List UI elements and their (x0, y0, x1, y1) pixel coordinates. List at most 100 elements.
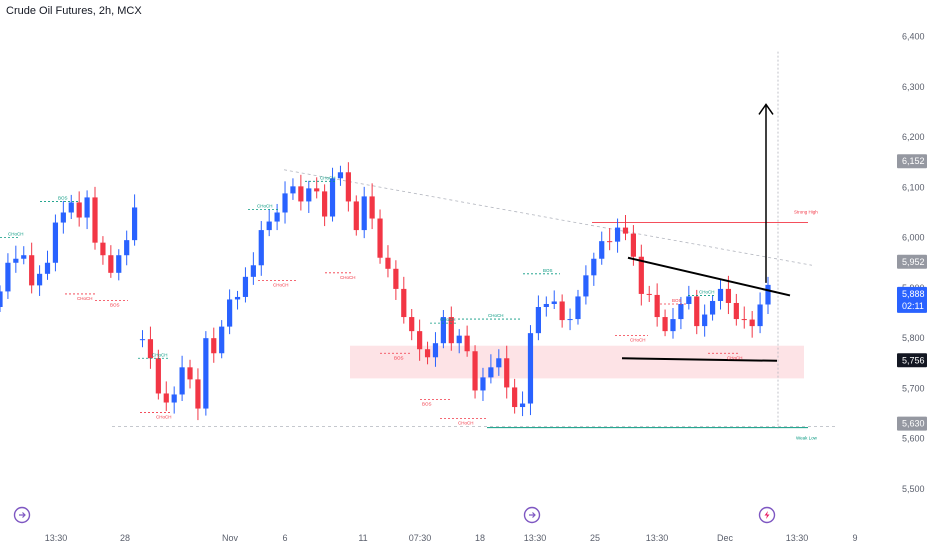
candle-body (0, 291, 3, 308)
weak-low-label: Weak Low (796, 436, 818, 441)
candle (322, 184, 328, 227)
candle (757, 292, 763, 334)
x-tick-label: 07:30 (409, 533, 432, 543)
candle-body (480, 377, 486, 391)
y-tick-label: 5,600 (902, 434, 925, 444)
candle-body (163, 393, 169, 403)
candle-body (234, 296, 241, 300)
demand-zone (350, 345, 804, 379)
bos-label: BOS (58, 195, 68, 200)
price-tag-box (897, 286, 927, 313)
x-tick-label: 13:30 (45, 533, 68, 543)
candle (488, 354, 494, 384)
structure-mark: BOS (420, 399, 452, 406)
candle-body (60, 212, 66, 223)
y-tick-label: 6,400 (902, 32, 925, 42)
x-tick-label: Nov (222, 533, 239, 543)
candle (607, 228, 613, 251)
structure-mark: CHoCH (440, 418, 486, 426)
candle-body (424, 349, 431, 358)
y-tick-label: 6,300 (902, 82, 925, 92)
candle-body (298, 186, 304, 202)
x-tick-label: 25 (590, 533, 600, 543)
price-tag: 6,152 (897, 154, 927, 169)
bos-label: BOS (672, 298, 682, 303)
candle (741, 306, 747, 329)
candle-body (29, 255, 35, 286)
candle-body (76, 202, 82, 218)
x-tick-label: Dec (717, 533, 734, 543)
event-arrow-icon[interactable] (523, 506, 541, 524)
candle (591, 252, 597, 286)
structure-mark: CHoCH (458, 313, 520, 320)
candle (179, 355, 185, 402)
candle-body (44, 262, 51, 274)
structure-mark: CHoCH (258, 279, 296, 287)
candle (0, 285, 3, 313)
structure-mark: CHoCH (325, 272, 356, 280)
candle (329, 167, 336, 222)
candle-body (662, 317, 668, 332)
bos-label: BOS (110, 302, 120, 307)
y-tick-label: 6,000 (902, 233, 925, 243)
candle (76, 191, 82, 227)
candle-body (448, 317, 454, 344)
event-arrow-icon[interactable] (13, 506, 31, 524)
candle-body (250, 265, 256, 277)
candle-body (622, 227, 629, 234)
candle (472, 345, 478, 399)
candle (131, 194, 138, 246)
candle (234, 290, 241, 310)
candle-body (567, 319, 573, 321)
icon-glyph (764, 511, 770, 519)
structure-mark: BOS (95, 300, 128, 307)
candle-body (614, 227, 621, 242)
price-tag-label: 6,152 (902, 156, 925, 166)
candle-body (116, 255, 122, 273)
candle-body (717, 288, 724, 301)
candle-body (417, 331, 423, 350)
choch-label: CHoCH (273, 282, 289, 287)
candle (84, 190, 90, 230)
candle-body (670, 319, 676, 332)
icon-glyph (529, 512, 536, 518)
candle-body (68, 202, 74, 213)
candle-body (607, 241, 613, 243)
candle (242, 267, 249, 303)
candle (282, 181, 288, 224)
candle-body (369, 196, 375, 219)
candle (464, 325, 470, 357)
candle (551, 290, 557, 310)
bos-label: BOS (422, 401, 432, 406)
price-tag: 5,756 (897, 353, 927, 368)
price-tag: 5,630 (897, 416, 927, 431)
candle (219, 320, 225, 359)
candle (622, 215, 629, 241)
choch-label: CHoCH (630, 338, 646, 343)
candle (749, 311, 755, 338)
candle-body (591, 258, 597, 276)
lightning-icon[interactable] (758, 506, 776, 524)
candle-body (440, 317, 446, 344)
candle-body (219, 326, 225, 354)
candle (266, 208, 272, 237)
candle-body (456, 335, 462, 344)
candle-body (432, 343, 439, 358)
candle-body (496, 358, 502, 368)
candle-body (195, 379, 201, 409)
candle-body (464, 335, 470, 352)
candle-body (741, 319, 747, 321)
candle (92, 186, 98, 250)
candle (733, 293, 739, 326)
candle (432, 332, 439, 367)
candle-body (377, 218, 383, 258)
price-tag: 5,888 02:11 (897, 286, 927, 313)
strong-high-label: Strong High (794, 210, 818, 215)
candle-body (92, 197, 98, 243)
candle-body (282, 193, 288, 213)
candle (298, 174, 304, 211)
candle (290, 178, 296, 200)
price-tag-label: 5,756 (902, 355, 925, 365)
candle-body (353, 201, 359, 231)
